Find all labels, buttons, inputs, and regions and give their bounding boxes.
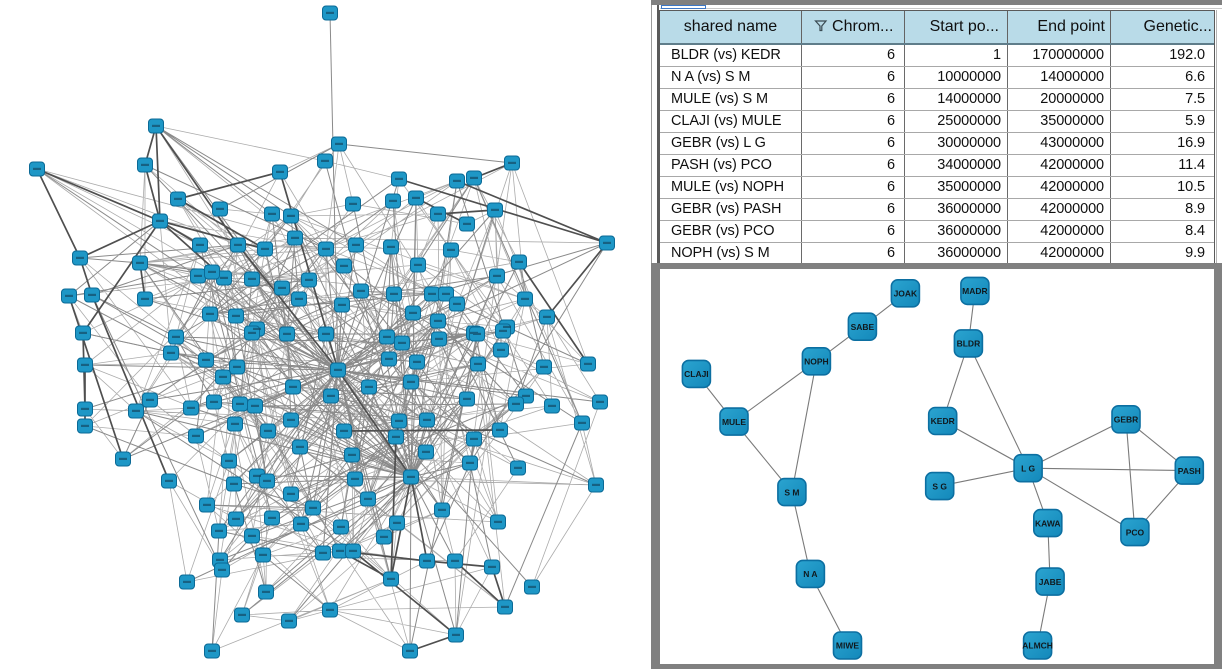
svg-text:PASH: PASH (1178, 466, 1201, 476)
svg-text:S G: S G (932, 481, 947, 491)
svg-text:NOPH: NOPH (804, 357, 829, 367)
svg-text:MULE: MULE (722, 417, 746, 427)
svg-text:MIWE: MIWE (836, 641, 859, 651)
svg-text:PCO: PCO (1126, 527, 1145, 537)
svg-text:ALMCH: ALMCH (1022, 641, 1053, 651)
svg-text:JOAK: JOAK (894, 289, 918, 299)
svg-text:JABE: JABE (1039, 577, 1062, 587)
svg-text:CLAJI: CLAJI (684, 369, 709, 379)
svg-text:L G: L G (1021, 463, 1035, 473)
svg-text:BLDR: BLDR (957, 339, 981, 349)
svg-text:N A: N A (803, 569, 817, 579)
svg-text:S M: S M (784, 487, 799, 497)
svg-text:GEBR: GEBR (1114, 415, 1139, 425)
svg-text:SABE: SABE (851, 322, 875, 332)
svg-text:KAWA: KAWA (1035, 518, 1061, 528)
svg-text:MADR: MADR (962, 286, 988, 296)
svg-text:KEDR: KEDR (931, 416, 955, 426)
